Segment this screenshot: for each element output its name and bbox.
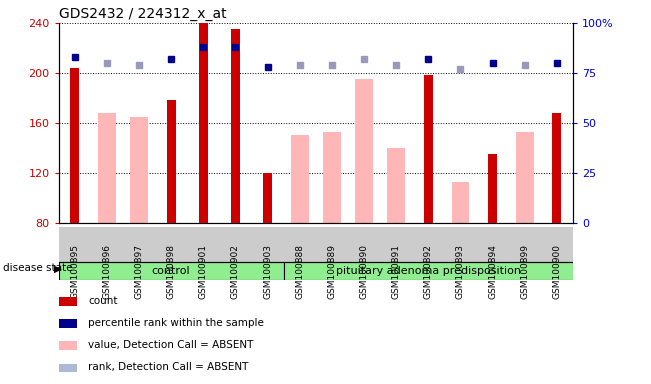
Text: GSM100897: GSM100897 [135, 244, 143, 299]
Text: control: control [152, 266, 190, 276]
Bar [167, 100, 176, 223]
Text: GSM100888: GSM100888 [295, 244, 304, 299]
Bar [59, 364, 77, 372]
Text: GSM100899: GSM100899 [520, 244, 529, 299]
Bar [59, 341, 77, 350]
Text: GSM100901: GSM100901 [199, 244, 208, 299]
Text: GSM100900: GSM100900 [552, 244, 561, 299]
Bar [59, 262, 284, 280]
Bar [552, 113, 561, 223]
Text: GSM100891: GSM100891 [392, 244, 400, 299]
Text: pituitary adenoma predisposition: pituitary adenoma predisposition [336, 266, 521, 276]
Bar [516, 132, 534, 223]
Text: GSM100893: GSM100893 [456, 244, 465, 299]
Bar [284, 262, 589, 280]
Bar [424, 75, 433, 223]
Bar [130, 117, 148, 223]
Text: GSM100892: GSM100892 [424, 244, 433, 299]
Bar [70, 68, 79, 223]
Text: disease state: disease state [3, 263, 73, 273]
Bar [231, 29, 240, 223]
Text: GDS2432 / 224312_x_at: GDS2432 / 224312_x_at [59, 7, 226, 21]
Text: GSM100903: GSM100903 [263, 244, 272, 299]
Text: value, Detection Call = ABSENT: value, Detection Call = ABSENT [88, 340, 253, 350]
Text: GSM100902: GSM100902 [231, 244, 240, 299]
Bar [59, 227, 573, 262]
Bar [387, 148, 405, 223]
Text: GSM100890: GSM100890 [359, 244, 368, 299]
Bar [452, 182, 469, 223]
Bar [263, 173, 272, 223]
Bar [488, 154, 497, 223]
Bar [355, 79, 373, 223]
Text: ▶: ▶ [54, 263, 62, 273]
Text: GSM100898: GSM100898 [167, 244, 176, 299]
Text: rank, Detection Call = ABSENT: rank, Detection Call = ABSENT [88, 362, 248, 372]
Text: percentile rank within the sample: percentile rank within the sample [88, 318, 264, 328]
Text: GSM100894: GSM100894 [488, 244, 497, 299]
Bar [59, 298, 77, 306]
Text: GSM100896: GSM100896 [102, 244, 111, 299]
Bar [59, 319, 77, 328]
Text: count: count [88, 296, 117, 306]
Bar [199, 23, 208, 223]
Bar [291, 135, 309, 223]
Bar [98, 113, 116, 223]
Text: GSM100895: GSM100895 [70, 244, 79, 299]
Bar [323, 132, 340, 223]
Text: GSM100889: GSM100889 [327, 244, 337, 299]
